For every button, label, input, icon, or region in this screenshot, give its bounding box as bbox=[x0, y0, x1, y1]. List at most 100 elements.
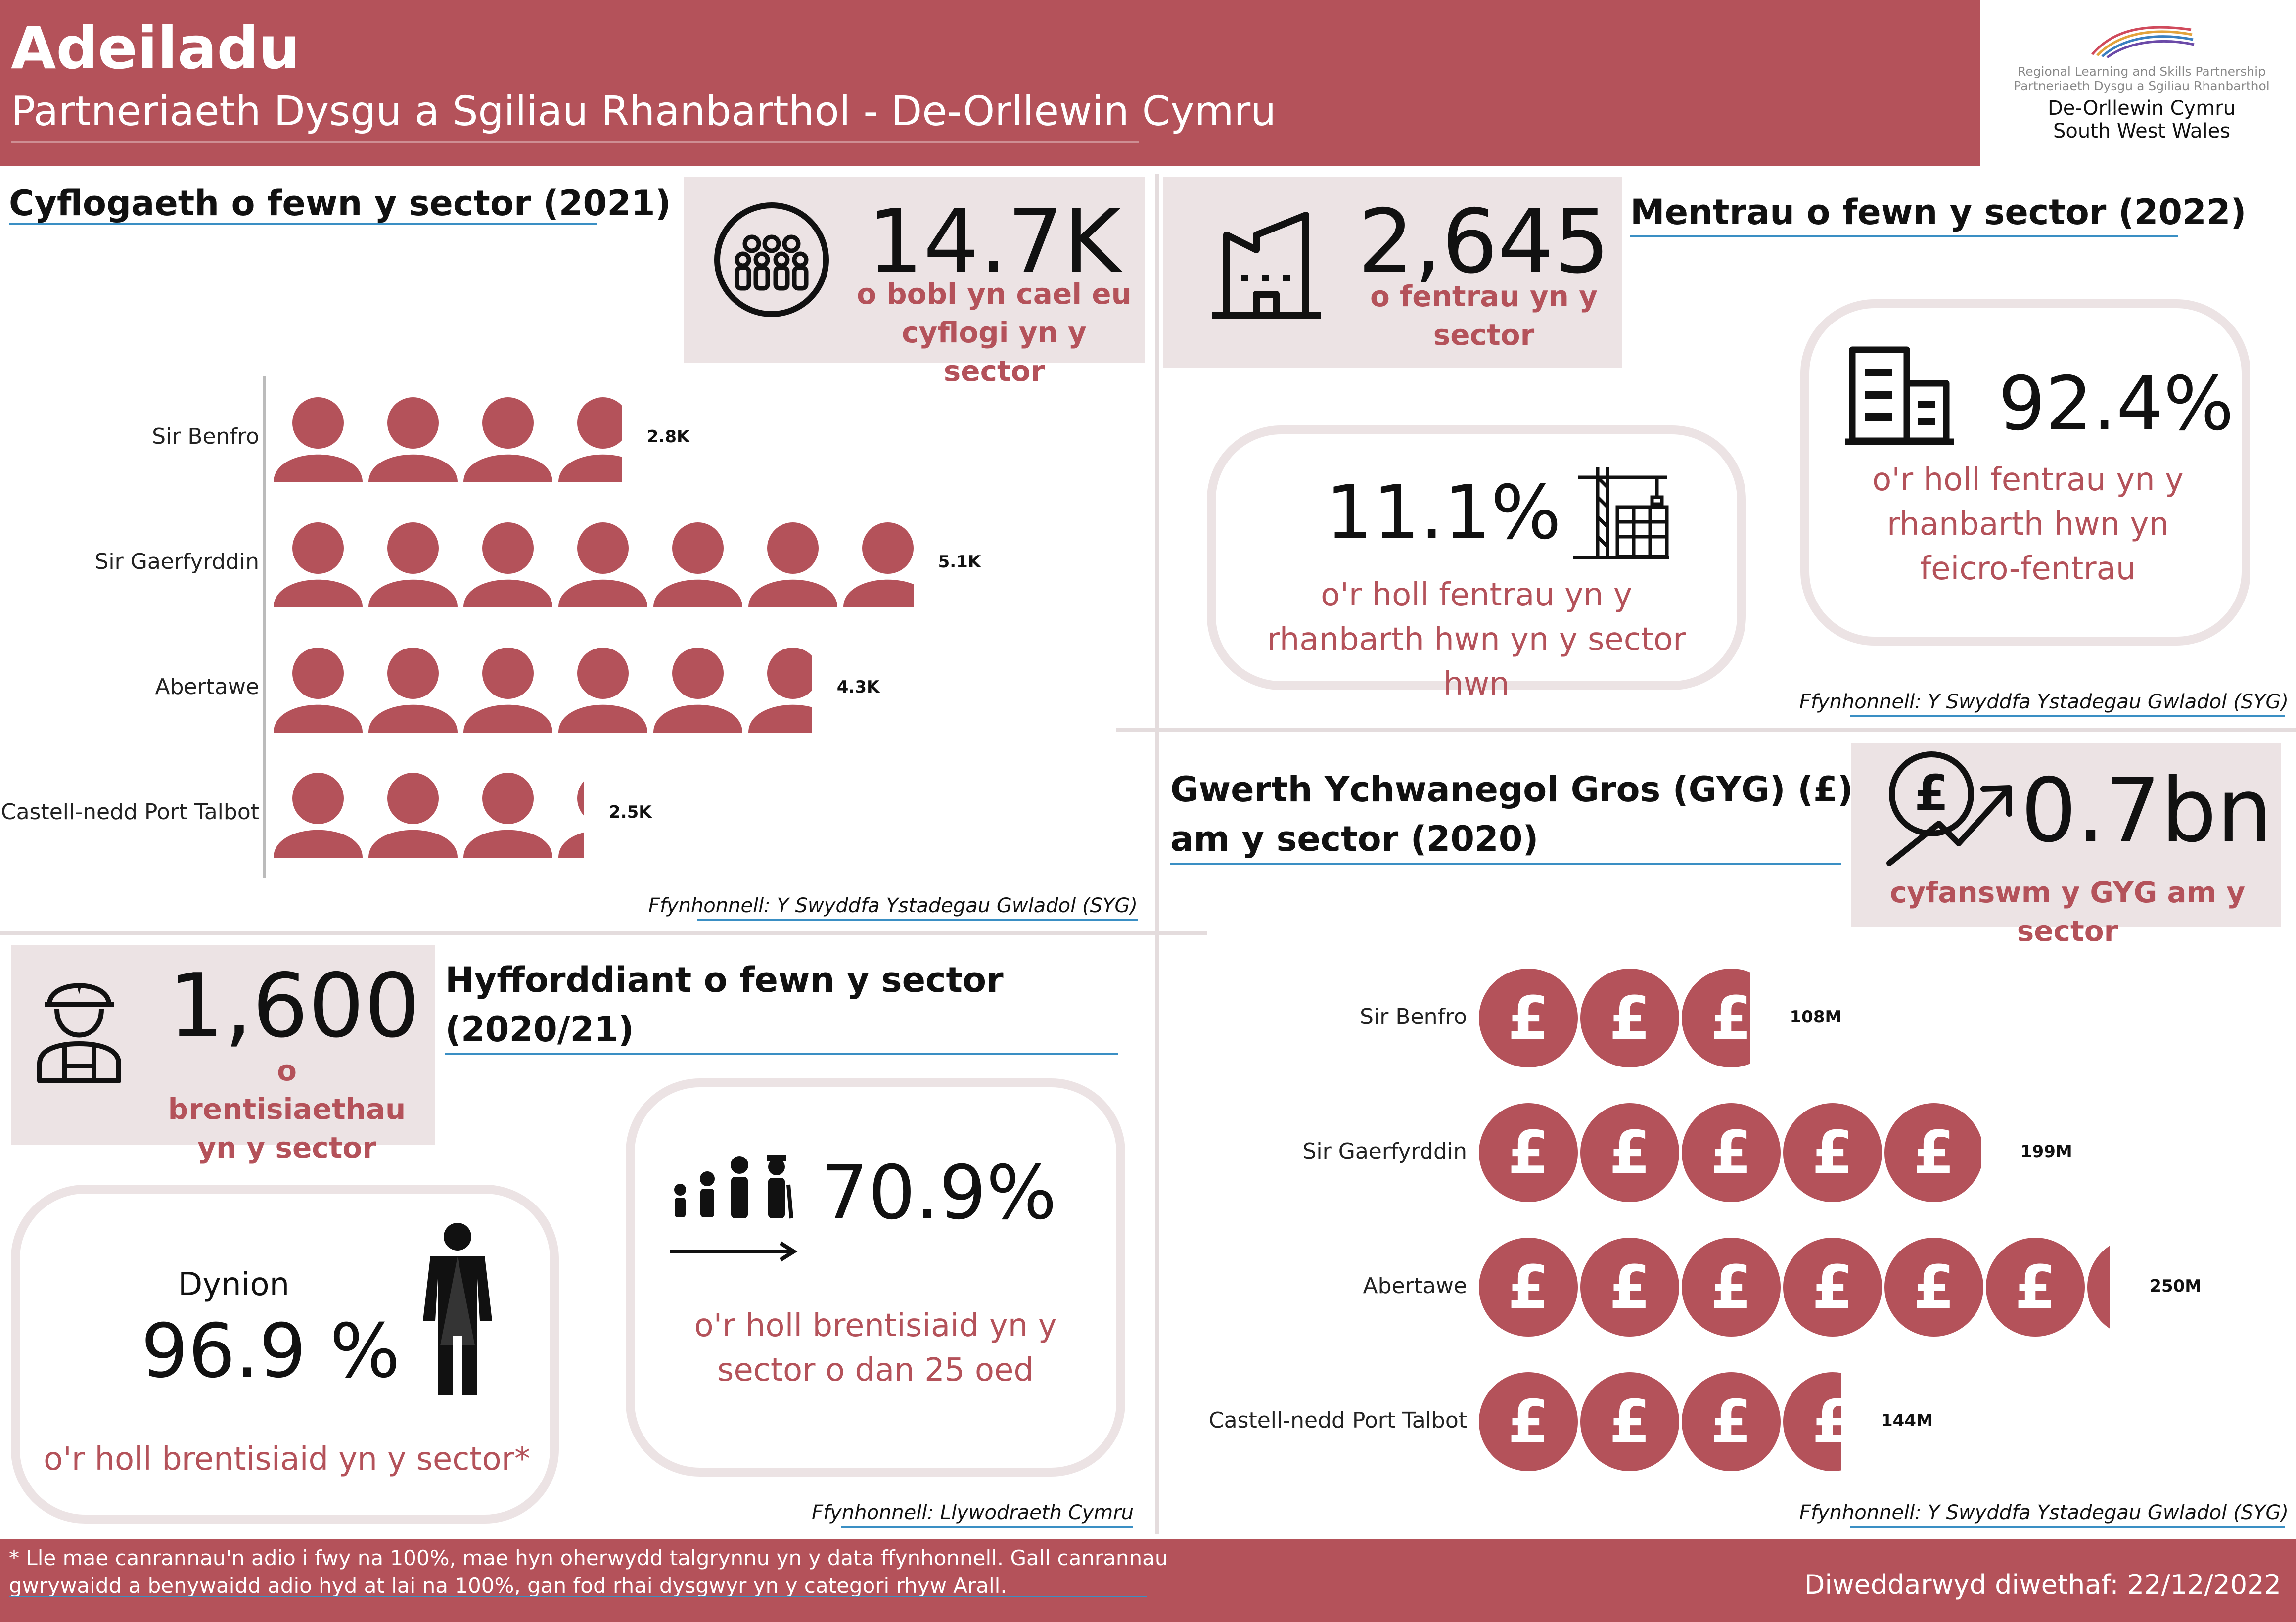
horizontal-divider-left bbox=[0, 931, 1207, 935]
pound-coin-icon: £ bbox=[1580, 1372, 1679, 1471]
gva-kpi-value: 0.7bn bbox=[2020, 759, 2273, 862]
chart-value-label: 2.8K bbox=[646, 427, 690, 447]
pound-coin-icon: £ bbox=[1783, 1103, 1882, 1202]
chart-category-label: Sir Gaerfyrddin bbox=[1302, 1139, 1468, 1164]
employment-source: Ffynhonnell: Y Swyddfa Ystadegau Gwladol… bbox=[648, 894, 1138, 917]
chart-bar bbox=[274, 644, 812, 733]
construction-worker-icon bbox=[30, 970, 129, 1083]
pound-coin-icon: £ bbox=[2087, 1238, 2111, 1337]
person-icon bbox=[558, 518, 647, 607]
person-icon bbox=[274, 518, 363, 607]
svg-text:£: £ bbox=[1812, 1253, 1853, 1322]
chart-bar bbox=[274, 769, 584, 858]
pound-coin-icon: £ bbox=[1580, 1238, 1679, 1337]
svg-text:£: £ bbox=[1710, 1388, 1752, 1457]
pound-coin-icon: £ bbox=[1682, 1103, 1781, 1202]
chart-bar bbox=[274, 518, 914, 607]
vertical-divider-bottom bbox=[1155, 931, 1159, 1534]
employment-title: Cyflogaeth o fewn y sector (2021) bbox=[9, 183, 671, 224]
chart-category-label: Castell-nedd Port Talbot bbox=[0, 799, 259, 825]
svg-text:£: £ bbox=[1710, 1253, 1752, 1322]
person-icon bbox=[463, 518, 552, 607]
person-icon bbox=[368, 769, 458, 858]
pound-coin-icon: £ bbox=[1682, 969, 1750, 1067]
chart-value-label: 5.1K bbox=[938, 552, 981, 572]
chart-category-label: Castell-nedd Port Talbot bbox=[1208, 1408, 1467, 1433]
pound-coin-icon: £ bbox=[1783, 1372, 1841, 1471]
header-underline bbox=[11, 141, 1139, 143]
family-growth-icon bbox=[668, 1150, 801, 1264]
svg-text:£: £ bbox=[1914, 764, 1949, 822]
person-icon bbox=[558, 393, 622, 482]
logo-text-cy: Partneriaeth Dysgu a Sgiliau Rhanbarthol bbox=[2014, 79, 2270, 93]
training-title-line2: (2020/21) bbox=[445, 1009, 634, 1050]
svg-text:£: £ bbox=[1508, 1388, 1549, 1457]
pound-coin-icon: £ bbox=[1682, 1238, 1781, 1337]
people-group-icon bbox=[712, 200, 831, 319]
training-kpi-value: 1,600 bbox=[168, 955, 420, 1057]
enterprises-share-pill bbox=[1207, 425, 1746, 690]
svg-text:£: £ bbox=[1812, 1119, 1853, 1188]
svg-text:£: £ bbox=[1609, 1388, 1651, 1457]
person-icon bbox=[368, 518, 458, 607]
svg-text:£: £ bbox=[2015, 1253, 2056, 1322]
micro-enterprises-pill bbox=[1800, 299, 2250, 646]
person-icon bbox=[653, 518, 742, 607]
page-subtitle: Partneriaeth Dysgu a Sgiliau Rhanbarthol… bbox=[11, 88, 1277, 135]
svg-text:£: £ bbox=[1508, 984, 1549, 1053]
logo-region-en: South West Wales bbox=[2053, 120, 2231, 142]
chart-value-label: 199M bbox=[2020, 1142, 2072, 1161]
last-updated: Diweddarwyd diwethaf: 22/12/2022 bbox=[1804, 1569, 2281, 1600]
svg-text:£: £ bbox=[1609, 984, 1651, 1053]
under25-pill bbox=[626, 1078, 1125, 1477]
pound-coin-icon: £ bbox=[1884, 1238, 1983, 1337]
person-icon bbox=[274, 393, 363, 482]
training-title-underline bbox=[445, 1053, 1118, 1055]
chart-category-label: Abertawe bbox=[155, 674, 259, 699]
enterprises-share-value: 11.1% bbox=[1326, 470, 1561, 556]
gva-kpi-label: cyfanswm y GYG am y sector bbox=[1889, 876, 2246, 948]
factory-icon bbox=[1207, 200, 1326, 324]
employment-chart-axis bbox=[263, 376, 266, 878]
crane-building-icon bbox=[1568, 463, 1672, 561]
gva-title-line1: Gwerth Ychwanegol Gros (GYG) (£) bbox=[1170, 769, 1853, 810]
svg-text:£: £ bbox=[1913, 1119, 1955, 1188]
person-icon bbox=[748, 644, 812, 733]
enterprises-kpi-value: 2,645 bbox=[1358, 190, 1610, 293]
pound-coin-icon: £ bbox=[1479, 1103, 1578, 1202]
chart-bar bbox=[274, 393, 622, 482]
gva-title-underline bbox=[1170, 863, 1841, 865]
svg-text:£: £ bbox=[1508, 1119, 1549, 1188]
pound-coin-icon: £ bbox=[1986, 1238, 2085, 1337]
micro-enterprises-value: 92.4% bbox=[1998, 361, 2234, 447]
chart-value-label: 4.3K bbox=[836, 677, 880, 697]
chart-category-label: Sir Benfro bbox=[1360, 1004, 1467, 1029]
svg-text:£: £ bbox=[1913, 1253, 1955, 1322]
header-banner bbox=[0, 0, 1980, 166]
chart-category-label: Abertawe bbox=[1363, 1273, 1467, 1298]
person-icon bbox=[463, 393, 552, 482]
enterprises-source-underline bbox=[1850, 715, 2285, 717]
logo-region-cy: De-Orllewin Cymru bbox=[2048, 97, 2236, 120]
under25-desc: o'r holl brentisiaid yn y sector o dan 2… bbox=[694, 1307, 1057, 1389]
chart-value-label: 250M bbox=[2150, 1276, 2202, 1296]
male-share-desc: o'r holl brentisiaid yn y sector* bbox=[44, 1441, 530, 1478]
pound-coin-icon: £ bbox=[1580, 1103, 1679, 1202]
svg-text:£: £ bbox=[1609, 1119, 1651, 1188]
page-title: Adeiladu bbox=[11, 14, 300, 82]
chart-value-label: 144M bbox=[1881, 1411, 1933, 1431]
chart-bar: £ £ £ £ £ £ £ bbox=[1479, 1238, 2111, 1337]
svg-text:£: £ bbox=[1710, 984, 1750, 1053]
employment-kpi-value: 14.7K bbox=[867, 190, 1121, 293]
svg-text:£: £ bbox=[1710, 1119, 1752, 1188]
training-source: Ffynhonnell: Llywodraeth Cymru bbox=[812, 1501, 1134, 1524]
micro-enterprises-label: o'r holl fentrau yn y rhanbarth hwn yn f… bbox=[1872, 462, 2184, 587]
training-source-underline bbox=[841, 1526, 1133, 1528]
man-woman-icon bbox=[415, 1222, 500, 1400]
enterprises-title: Mentrau o fewn y sector (2022) bbox=[1630, 192, 2247, 232]
horizontal-divider-right bbox=[1116, 728, 2296, 732]
footer-note: * Lle mae canrannau'n adio i fwy na 100%… bbox=[9, 1546, 1168, 1598]
person-icon bbox=[463, 769, 552, 858]
svg-text:£: £ bbox=[1508, 1253, 1549, 1322]
pound-coin-icon: £ bbox=[1479, 1372, 1578, 1471]
